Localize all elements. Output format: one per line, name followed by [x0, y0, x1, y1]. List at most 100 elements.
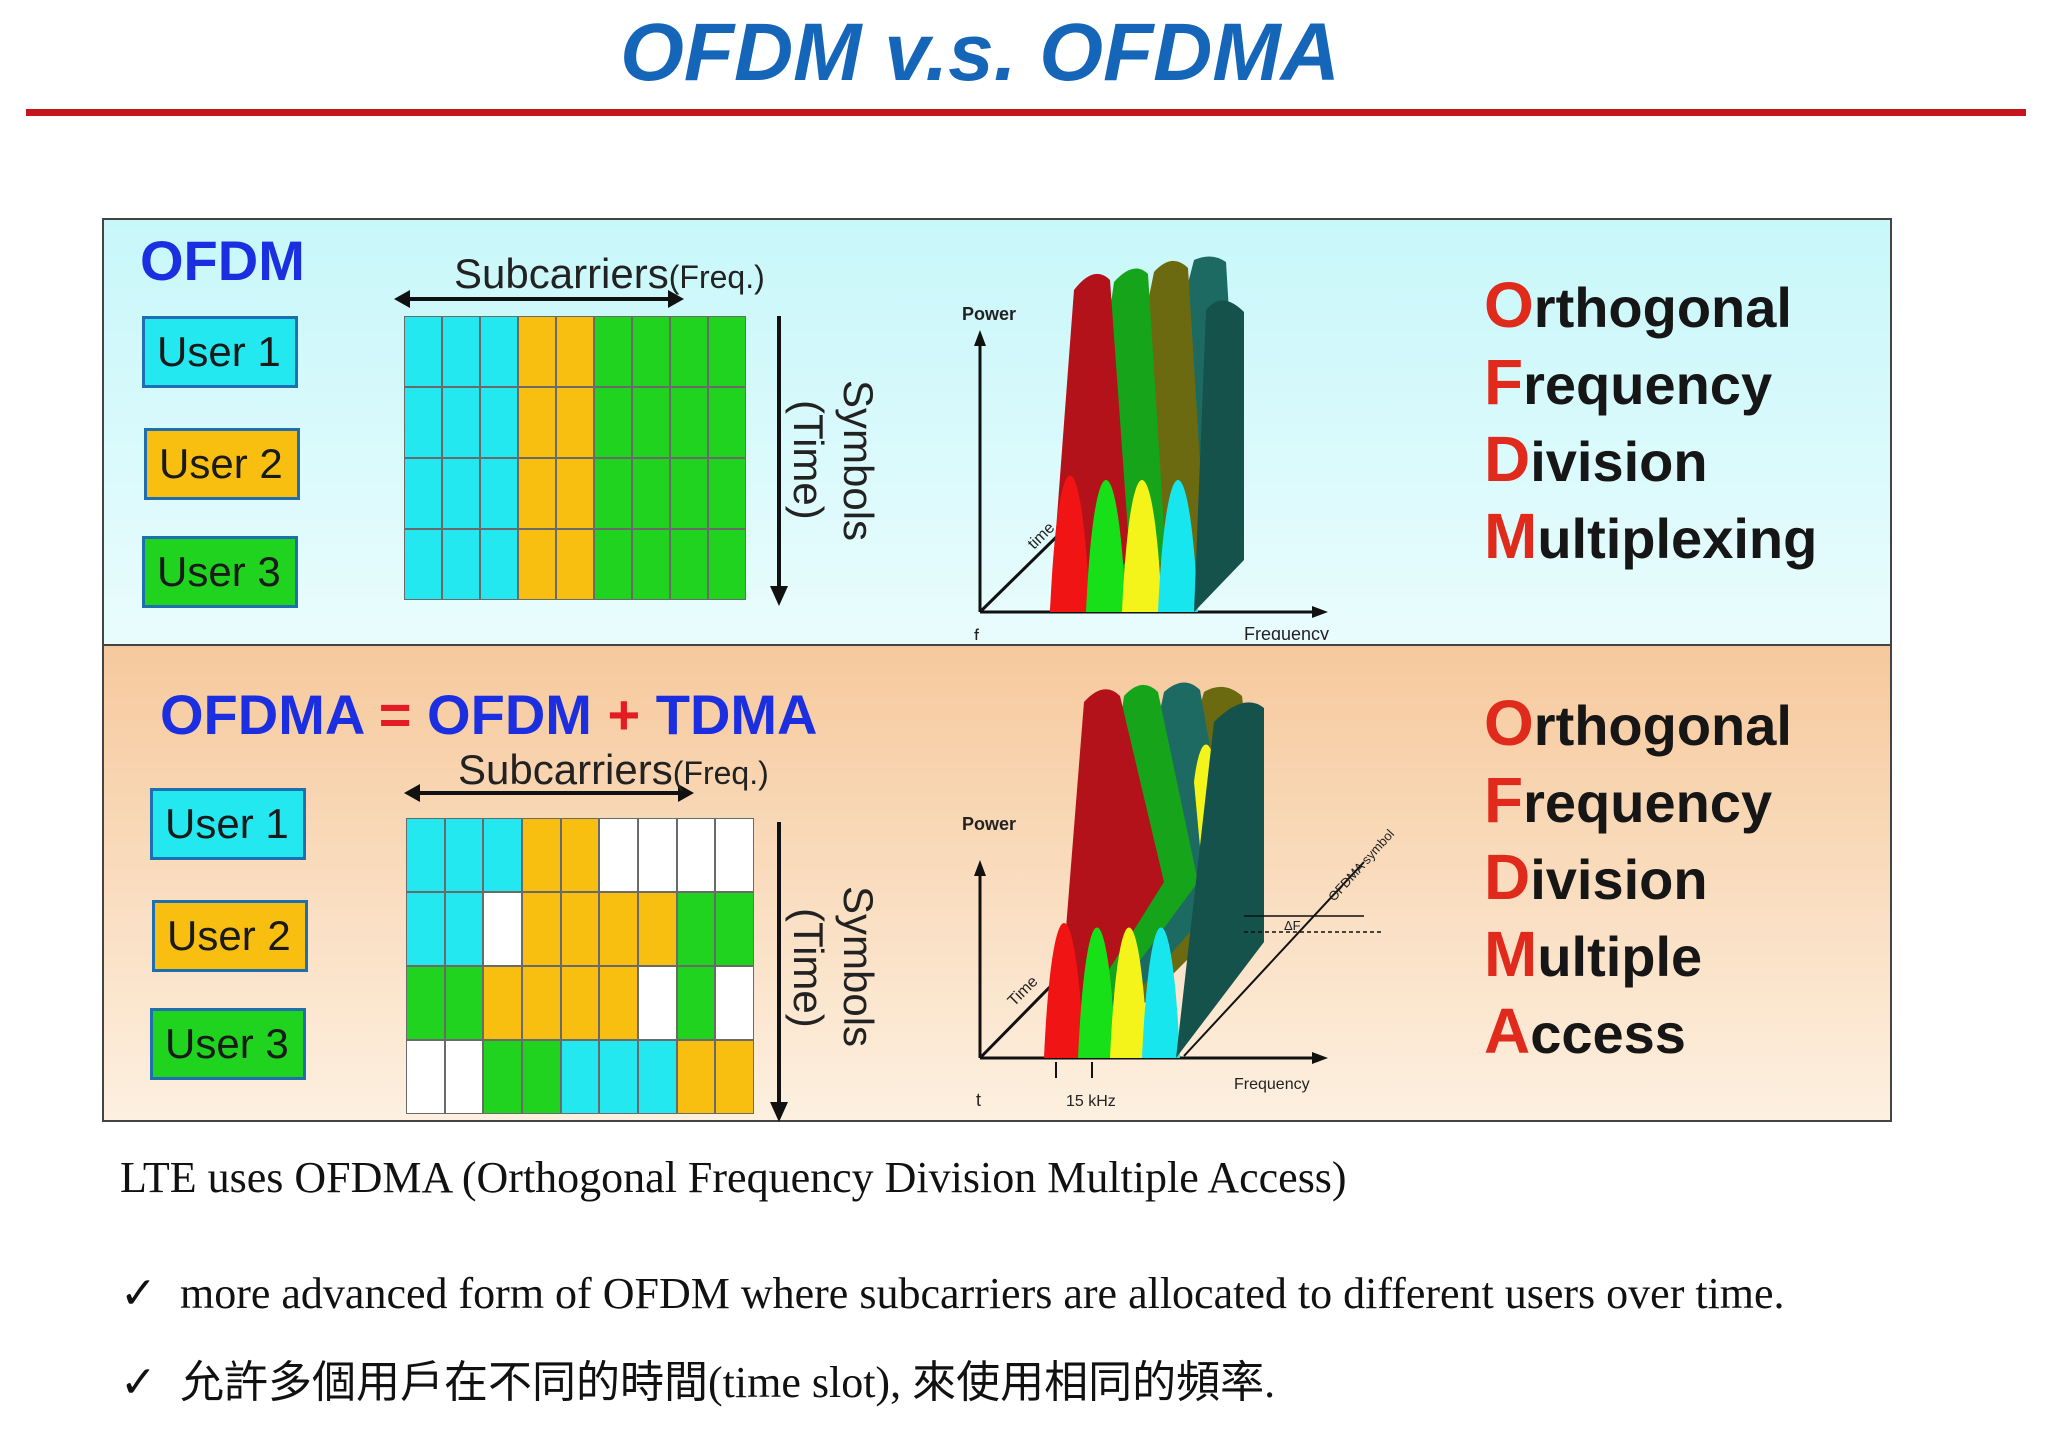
- ofdma-title-equals: =: [378, 683, 412, 746]
- grid-cell: [518, 387, 556, 458]
- ofdm-acronym-line-4: Multiplexing: [1484, 499, 1817, 576]
- grid-cell: [406, 966, 445, 1040]
- grid-cell: [638, 892, 677, 966]
- ofdm-user-1: User 1: [142, 316, 298, 388]
- ofdm-acronym-initial: M: [1484, 500, 1538, 572]
- ofdma-time-label: (Time): [785, 908, 832, 1028]
- ofdma-carrier-2-lobe: [1078, 927, 1116, 1058]
- ofdm-power-axis-label: Power: [962, 304, 1016, 324]
- ofdma-acronym-initial: A: [1484, 995, 1531, 1067]
- ofdma-resource-grid: [406, 818, 754, 1114]
- ofdm-carrier-3-lobe: [1122, 480, 1162, 612]
- ofdm-user-2: User 2: [144, 428, 300, 500]
- ofdma-carrier-1-lobe: [1044, 923, 1084, 1058]
- grid-cell: [632, 387, 670, 458]
- grid-cell: [556, 529, 594, 600]
- ofdma-acronym: Orthogonal Frequency Division Multiple A…: [1484, 686, 1792, 1071]
- ofdm-acronym-line-1: Orthogonal: [1484, 268, 1817, 345]
- grid-cell: [670, 387, 708, 458]
- ofdma-acronym-line-5: Access: [1484, 994, 1792, 1071]
- grid-cell: [480, 458, 518, 529]
- bullet-item: ✓ 允許多個用戶在不同的時間(time slot), 來使用相同的頻率.: [120, 1346, 1275, 1410]
- ofdma-acronym-line-1: Orthogonal: [1484, 686, 1792, 763]
- grid-cell: [594, 387, 632, 458]
- ofdm-subcarriers-label: Subcarriers(Freq.): [454, 250, 765, 298]
- ofdm-carrier-4-lobe: [1158, 480, 1198, 612]
- grid-cell: [715, 1040, 754, 1114]
- ofdma-freq-text: (Freq.): [672, 755, 769, 791]
- grid-cell: [560, 966, 600, 1040]
- grid-cell: [560, 892, 600, 966]
- page-title: OFDM v.s. OFDMA: [620, 7, 1340, 98]
- grid-cell: [715, 892, 754, 966]
- grid-cell: [483, 818, 522, 892]
- grid-cell: [708, 458, 746, 529]
- bullet-item: ✓ more advanced form of OFDM where subcar…: [120, 1268, 1785, 1319]
- grid-cell: [518, 458, 556, 529]
- ofdma-title-part: OFDM: [427, 683, 592, 746]
- grid-cell: [444, 1040, 484, 1114]
- grid-cell: [444, 818, 484, 892]
- ofdm-carrier-2-lobe: [1086, 480, 1126, 612]
- ofdm-user-3: User 3: [142, 536, 298, 608]
- ofdma-user-1: User 1: [150, 788, 306, 860]
- grid-cell: [632, 458, 670, 529]
- grid-cell: [632, 529, 670, 600]
- ofdm-carrier-side: [1194, 300, 1244, 612]
- grid-cell: [638, 818, 677, 892]
- title-rule: [26, 109, 2026, 116]
- grid-cell: [715, 818, 754, 892]
- ofdma-title-part: OFDMA: [160, 683, 364, 746]
- grid-cell: [676, 818, 716, 892]
- grid-cell: [676, 1040, 716, 1114]
- ofdma-subcarriers-text: Subcarriers: [458, 746, 673, 793]
- ofdma-df-label: ΔF: [1284, 918, 1301, 933]
- ofdm-acronym-initial: F: [1484, 346, 1524, 418]
- grid-cell: [404, 316, 442, 387]
- ofdma-acronym-rest: requency: [1523, 771, 1773, 834]
- grid-cell: [560, 818, 600, 892]
- grid-cell: [518, 529, 556, 600]
- grid-cell: [708, 387, 746, 458]
- grid-cell: [483, 966, 522, 1040]
- ofdm-acronym-rest: rthogonal: [1533, 276, 1792, 339]
- grid-cell: [560, 1040, 600, 1114]
- ofdm-subcarrier-arrow: [394, 290, 684, 308]
- grid-cell: [483, 1040, 522, 1114]
- grid-cell: [599, 1040, 638, 1114]
- ofdm-freq-text: (Freq.): [668, 259, 765, 295]
- grid-cell: [480, 387, 518, 458]
- ofdm-time-axis-label: time: [1025, 519, 1058, 552]
- grid-cell: [594, 529, 632, 600]
- grid-cell: [406, 818, 445, 892]
- grid-cell: [676, 966, 716, 1040]
- ofdm-origin-label: f: [974, 626, 980, 640]
- check-icon: ✓: [120, 1269, 157, 1318]
- ofdma-acronym-rest: rthogonal: [1533, 694, 1792, 757]
- ofdma-carrier-4-lobe: [1142, 927, 1180, 1058]
- ofdm-time-arrow: [770, 316, 788, 606]
- ofdma-title: OFDMA = OFDM + TDMA: [160, 682, 817, 747]
- grid-cell: [670, 458, 708, 529]
- ofdm-acronym: Orthogonal Frequency Division Multiplexi…: [1484, 268, 1817, 576]
- check-icon: ✓: [120, 1358, 157, 1407]
- ofdma-acronym-initial: D: [1484, 841, 1531, 913]
- ofdma-user-2: User 2: [152, 900, 308, 972]
- ofdm-acronym-line-3: Division: [1484, 422, 1817, 499]
- ofdm-symbols-label: Symbols: [835, 380, 882, 542]
- grid-cell: [442, 458, 480, 529]
- ofdm-carrier-1-lobe: [1050, 475, 1090, 612]
- ofdma-subcarrier-arrow: [404, 784, 694, 802]
- ofdm-acronym-rest: requency: [1523, 353, 1773, 416]
- ofdma-carrier-side: [1176, 702, 1264, 1058]
- ofdma-acronym-rest: ccess: [1530, 1002, 1686, 1065]
- grid-cell: [480, 529, 518, 600]
- grid-cell: [556, 387, 594, 458]
- grid-cell: [442, 529, 480, 600]
- grid-cell: [715, 966, 754, 1040]
- ofdma-acronym-line-2: Frequency: [1484, 763, 1792, 840]
- grid-cell: [522, 892, 561, 966]
- ofdma-power-axis-label: Power: [962, 814, 1016, 834]
- grid-cell: [708, 316, 746, 387]
- ofdma-frequency-axis-label: Frequency: [1234, 1076, 1310, 1093]
